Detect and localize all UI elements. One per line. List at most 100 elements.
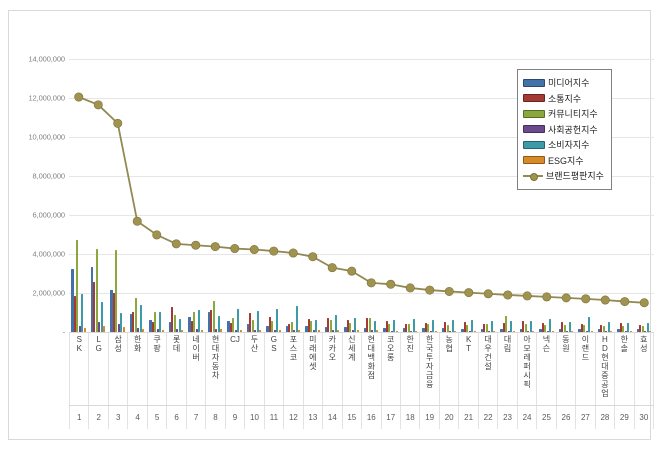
category-axis-cell: 카카오 (323, 333, 343, 429)
index-axis-label: 25 (537, 406, 557, 429)
category-axis-label: 현대자동차 (211, 335, 220, 380)
index-axis-label: 14 (323, 406, 343, 429)
bar (273, 330, 276, 332)
bar (583, 325, 586, 332)
bar (73, 296, 76, 332)
bar-group (245, 59, 265, 332)
index-axis-label: 7 (187, 406, 207, 429)
legend-item-7[interactable]: 브랜드평판지수 (523, 168, 604, 184)
bar (524, 324, 527, 332)
bar (588, 317, 591, 332)
category-axis-label: 쿠팡 (153, 335, 161, 353)
bar-group (635, 59, 655, 332)
bar (502, 322, 505, 332)
bar (624, 331, 627, 332)
bar-group (479, 59, 499, 332)
index-axis-label: 26 (557, 406, 577, 429)
bar (454, 330, 457, 332)
index-axis-label: 6 (167, 406, 187, 429)
bar (532, 330, 535, 332)
y-axis-tick-label: 2,000,000 (32, 288, 66, 298)
bar (371, 330, 374, 332)
bar-group (147, 59, 167, 332)
bar (580, 323, 583, 332)
category-axis-cell: SK (69, 333, 90, 429)
bar (510, 321, 513, 332)
bar-group (264, 59, 284, 332)
bar (217, 315, 220, 332)
bar (522, 321, 525, 332)
bar (422, 328, 425, 332)
y-axis-tick-label: 6,000,000 (32, 210, 66, 220)
bar (578, 329, 581, 332)
legend-item-6[interactable]: ESG지수 (523, 153, 604, 169)
index-axis-label: 17 (382, 406, 401, 429)
bar (483, 323, 486, 332)
legend-label: ESG지수 (548, 155, 584, 166)
category-axis-label: 신세계 (348, 335, 356, 362)
bar (529, 321, 532, 332)
bar (317, 330, 320, 332)
bar (415, 330, 418, 332)
bar (539, 328, 542, 332)
bar (142, 328, 145, 332)
bar (622, 325, 625, 332)
bar-group (401, 59, 421, 332)
bar-group (225, 59, 245, 332)
bar (246, 323, 250, 332)
legend-color-swatch (523, 94, 545, 103)
legend-color-swatch (523, 78, 545, 87)
legend-line-marker-icon (523, 172, 543, 182)
bar (429, 330, 432, 332)
legend-item-3[interactable]: 커뮤니티지수 (523, 106, 604, 122)
bar (473, 330, 476, 332)
legend-item-1[interactable]: 미디어지수 (523, 75, 604, 91)
bar-group (303, 59, 323, 332)
bar (195, 329, 198, 332)
category-axis-label: KT (465, 335, 472, 353)
bar (607, 322, 610, 332)
bar (627, 322, 630, 332)
bar (159, 312, 162, 332)
bar (324, 326, 328, 332)
legend-item-4[interactable]: 사회공헌지수 (523, 122, 604, 138)
bar (251, 319, 254, 332)
bar (446, 324, 449, 332)
category-axis-label: 한화 (133, 335, 142, 353)
bar (305, 326, 308, 332)
bar (354, 317, 357, 332)
category-axis-cell: 한솔 (615, 333, 635, 429)
bar (71, 269, 74, 332)
bar (156, 329, 159, 332)
y-axis-tick-label: 8,000,000 (32, 171, 66, 181)
bar (527, 330, 530, 332)
bar-group (362, 59, 382, 332)
bar (117, 323, 120, 332)
category-axis-label: 한진 (406, 335, 414, 353)
category-axis-cell: 한국투자금융 (420, 333, 440, 429)
bar (149, 319, 152, 332)
bar (259, 330, 262, 332)
bar (590, 330, 593, 332)
bar (649, 331, 652, 332)
legend-item-5[interactable]: 소비자지수 (523, 137, 604, 153)
index-axis-label: 28 (596, 406, 616, 429)
category-axis-cell: 동원 (557, 333, 577, 429)
category-axis-label: 이랜드 (581, 335, 590, 362)
index-axis-label: 2 (89, 406, 109, 429)
bar (288, 323, 291, 332)
bar-group (518, 59, 538, 332)
bar (402, 328, 406, 332)
bar (410, 330, 413, 332)
bar (220, 329, 223, 332)
index-axis-label: 16 (362, 406, 382, 429)
bar (137, 327, 140, 332)
legend-color-swatch (523, 140, 545, 149)
bar (193, 311, 196, 332)
category-axis-cell: 넥슨 (537, 333, 557, 429)
bar (95, 248, 98, 332)
category-axis-cell: LG (89, 333, 109, 429)
legend-item-2[interactable]: 소통지수 (523, 91, 604, 107)
category-axis-cell: 현대백화점 (362, 333, 382, 429)
